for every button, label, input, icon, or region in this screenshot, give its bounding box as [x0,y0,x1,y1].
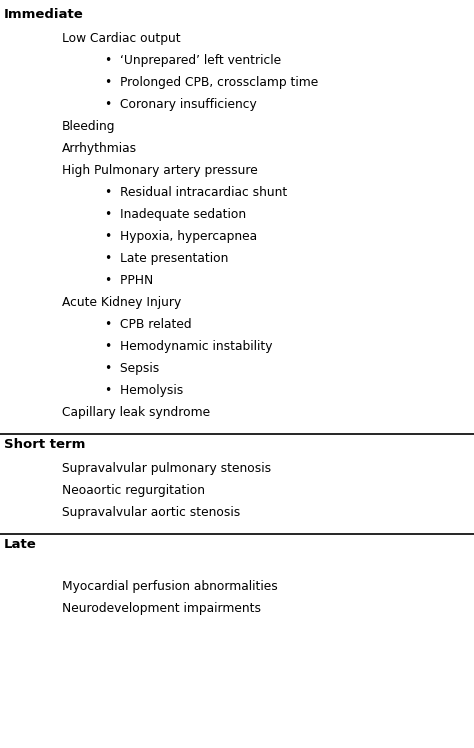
Text: High Pulmonary artery pressure: High Pulmonary artery pressure [62,164,258,177]
Text: •  Residual intracardiac shunt: • Residual intracardiac shunt [105,186,287,199]
Text: •  Sepsis: • Sepsis [105,362,159,375]
Text: •  Prolonged CPB, crossclamp time: • Prolonged CPB, crossclamp time [105,76,318,89]
Text: Low Cardiac output: Low Cardiac output [62,32,181,45]
Text: Immediate: Immediate [4,8,84,21]
Text: Capillary leak syndrome: Capillary leak syndrome [62,406,210,419]
Text: Myocardial perfusion abnormalities: Myocardial perfusion abnormalities [62,580,278,593]
Text: •  Hypoxia, hypercapnea: • Hypoxia, hypercapnea [105,230,257,243]
Text: •  Late presentation: • Late presentation [105,252,228,265]
Text: •  Hemolysis: • Hemolysis [105,384,183,397]
Text: Short term: Short term [4,438,85,451]
Text: Neurodevelopment impairments: Neurodevelopment impairments [62,602,261,615]
Text: •  PPHN: • PPHN [105,274,153,287]
Text: •  Inadequate sedation: • Inadequate sedation [105,208,246,221]
Text: Acute Kidney Injury: Acute Kidney Injury [62,296,181,309]
Text: Late: Late [4,538,37,551]
Text: Bleeding: Bleeding [62,120,116,133]
Text: •  CPB related: • CPB related [105,318,191,331]
Text: •  Hemodynamic instability: • Hemodynamic instability [105,340,273,353]
Text: Neoaortic regurgitation: Neoaortic regurgitation [62,484,205,497]
Text: •  Coronary insufficiency: • Coronary insufficiency [105,98,257,111]
Text: Supravalvular aortic stenosis: Supravalvular aortic stenosis [62,506,240,519]
Text: Supravalvular pulmonary stenosis: Supravalvular pulmonary stenosis [62,462,271,475]
Text: •  ‘Unprepared’ left ventricle: • ‘Unprepared’ left ventricle [105,54,281,67]
Text: Arrhythmias: Arrhythmias [62,142,137,155]
